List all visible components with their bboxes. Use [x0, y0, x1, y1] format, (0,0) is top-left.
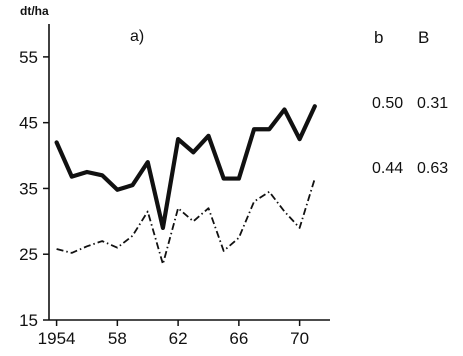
series-line-1: [54, 104, 317, 231]
stats-header-b: b: [374, 28, 383, 47]
series-2-point: [314, 178, 316, 180]
y-ticks: 15 25 35 45 55: [19, 48, 49, 330]
stats-row-2-B: 0.63: [417, 160, 448, 177]
y-axis-title: dt/ha: [20, 4, 49, 18]
y-tick-label: 45: [19, 114, 38, 133]
y-tick-label: 35: [19, 179, 38, 198]
y-tick-label: 15: [19, 311, 38, 330]
chart-axes: [48, 24, 330, 321]
x-tick-label: 62: [169, 329, 188, 348]
series-2-point: [177, 207, 179, 209]
series-line-2: [56, 178, 316, 265]
stats-header-B: B: [418, 28, 429, 47]
stats-row-2-b: 0.44: [372, 160, 403, 177]
series-2-point: [162, 263, 164, 265]
x-ticks: 1954 58 62 66 70: [38, 320, 309, 348]
y-tick-label: 25: [19, 245, 38, 264]
series-2-point: [253, 201, 255, 203]
panel-label: a): [130, 28, 144, 45]
stats-row-1-B: 0.31: [417, 95, 448, 112]
x-tick-label: 70: [290, 329, 309, 348]
x-tick-label: 66: [229, 329, 248, 348]
series-layer: [54, 104, 317, 265]
x-tick-label: 58: [108, 329, 127, 348]
x-tick-label: 1954: [38, 329, 76, 348]
stats-row-1-b: 0.50: [372, 95, 403, 112]
y-tick-label: 55: [19, 48, 38, 67]
